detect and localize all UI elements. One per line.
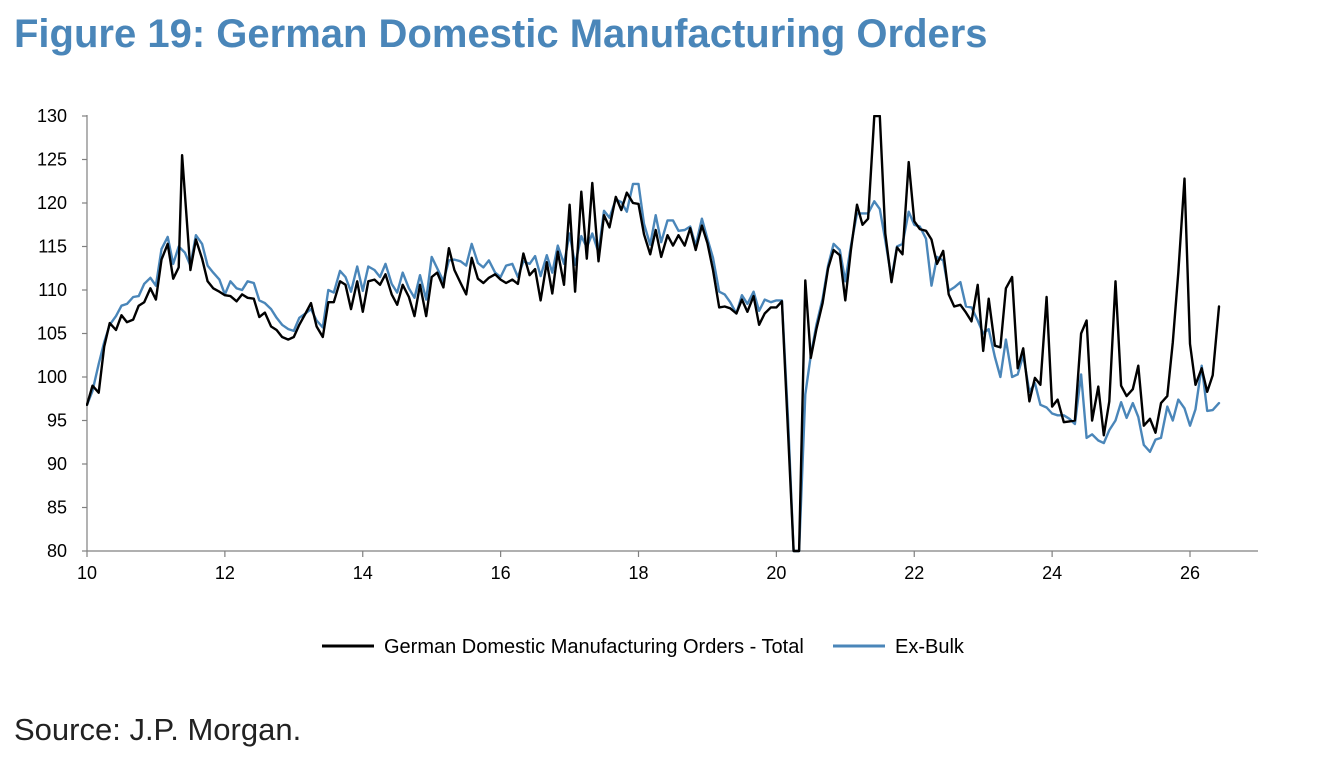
legend-item-ex-bulk: Ex-Bulk xyxy=(833,636,965,658)
x-tick-label: 20 xyxy=(766,563,786,583)
y-tick-label: 115 xyxy=(38,237,67,257)
x-tick-label: 12 xyxy=(215,563,235,583)
x-tick-label: 24 xyxy=(1042,563,1062,583)
x-tick-label: 10 xyxy=(77,563,97,583)
legend: German Domestic Manufacturing Orders - T… xyxy=(322,636,965,658)
legend-item-total: German Domestic Manufacturing Orders - T… xyxy=(322,636,804,658)
x-tick-label: 16 xyxy=(491,563,511,583)
x-tick-label: 14 xyxy=(353,563,373,583)
source-note: Source: J.P. Morgan. xyxy=(14,712,302,747)
y-tick-label: 130 xyxy=(37,106,67,126)
y-tick-label: 85 xyxy=(47,498,67,518)
y-tick-label: 105 xyxy=(37,324,67,344)
figure-title: Figure 19: German Domestic Manufacturing… xyxy=(14,12,988,56)
y-tick-label: 80 xyxy=(47,541,67,561)
x-tick-label: 18 xyxy=(628,563,648,583)
y-tick-label: 100 xyxy=(37,367,67,387)
y-tick-label: 110 xyxy=(38,280,67,300)
x-tick-label: 26 xyxy=(1180,563,1200,583)
y-tick-label: 90 xyxy=(47,454,67,474)
series-layer xyxy=(86,115,1221,553)
series-line-ex-bulk xyxy=(86,182,1221,553)
y-axis-ticks: 80 85 90 95 100 105 110 115 120 125 130 xyxy=(37,106,87,561)
x-axis-ticks: 10 12 14 16 18 20 22 24 26 xyxy=(77,551,1200,583)
legend-label: Ex-Bulk xyxy=(895,636,965,658)
y-tick-label: 95 xyxy=(47,411,67,431)
series-line-total xyxy=(86,115,1221,553)
x-tick-label: 22 xyxy=(904,563,924,583)
y-tick-label: 125 xyxy=(37,150,67,170)
y-tick-label: 120 xyxy=(37,193,67,213)
legend-label: German Domestic Manufacturing Orders - T… xyxy=(384,636,804,658)
line-chart: 80 85 90 95 100 105 110 115 120 125 130 10 12 14 16 18… xyxy=(37,106,1258,658)
